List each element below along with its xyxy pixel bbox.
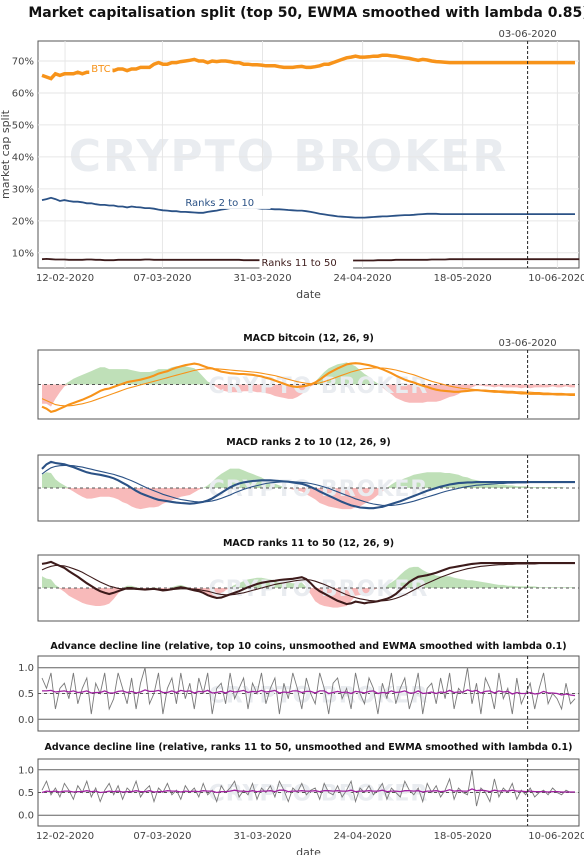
x-tick-label: 12-02-2020 bbox=[36, 273, 94, 284]
series-line bbox=[41, 53, 575, 81]
y-tick-label: 0.0 bbox=[18, 811, 34, 822]
series-label: Ranks 2 to 10 bbox=[185, 198, 254, 209]
x-tick-label: 31-03-2020 bbox=[233, 831, 291, 842]
series-label-bg bbox=[89, 62, 113, 76]
series-line bbox=[41, 788, 575, 794]
panel-3: MACD ranks 2 to 10 (12, 26, 9) CRYPTO BRO… bbox=[37, 437, 580, 522]
y-tick-label: 30% bbox=[12, 184, 34, 195]
x-tick-label: 12-02-2020 bbox=[36, 831, 94, 842]
watermark-small: CRYPTO BROKER bbox=[209, 477, 429, 502]
series-label-bg bbox=[259, 256, 354, 270]
x-axis-label: date bbox=[296, 288, 321, 301]
y-tick-label: 40% bbox=[12, 152, 34, 163]
x-axis-label: date bbox=[296, 846, 321, 855]
series-label: BTC bbox=[91, 64, 110, 75]
macd-line bbox=[41, 560, 575, 606]
date-marker-label: 03-06-2020 bbox=[499, 29, 557, 40]
y-tick-label: 70% bbox=[12, 56, 34, 67]
panel-title: MACD ranks 2 to 10 (12, 26, 9) bbox=[226, 437, 391, 448]
x-tick-label: 31-03-2020 bbox=[233, 273, 291, 284]
y-tick-label: 1.0 bbox=[18, 663, 34, 674]
y-tick-label: 10% bbox=[12, 248, 34, 259]
x-tick-label: 07-03-2020 bbox=[133, 273, 191, 284]
panel-title: MACD ranks 11 to 50 (12, 26, 9) bbox=[223, 538, 394, 549]
panel-6: Advance decline line (relative, ranks 11… bbox=[18, 742, 584, 855]
x-tick-label: 07-03-2020 bbox=[133, 831, 191, 842]
histogram-positive-area bbox=[42, 468, 575, 488]
panel-title: Market capitalisation split (top 50, EWM… bbox=[28, 5, 584, 21]
histogram-negative-area bbox=[42, 488, 575, 510]
panel-1: Market capitalisation split (top 50, EWM… bbox=[0, 5, 584, 301]
x-tick-label: 10-06-2020 bbox=[528, 273, 584, 284]
histogram-negative-area bbox=[42, 588, 575, 608]
signal-line bbox=[41, 464, 575, 506]
series-label-bg bbox=[183, 195, 271, 209]
y-tick-label: 50% bbox=[12, 120, 34, 131]
y-tick-label: 1.0 bbox=[18, 765, 34, 776]
y-tick-label: 20% bbox=[12, 216, 34, 227]
histogram-positive-area bbox=[42, 566, 575, 588]
series-line bbox=[41, 196, 575, 219]
series-line bbox=[42, 689, 576, 697]
y-tick-label: 0.5 bbox=[18, 689, 34, 700]
x-tick-label: 24-04-2020 bbox=[334, 273, 392, 284]
watermark-small: CRYPTO BROKER bbox=[209, 684, 429, 709]
x-tick-label: 24-04-2020 bbox=[334, 831, 392, 842]
y-tick-label: 60% bbox=[12, 88, 34, 99]
y-axis-label: market cap split bbox=[0, 109, 12, 199]
panel-title: Advance decline line (relative, ranks 11… bbox=[44, 742, 572, 753]
macd-line bbox=[41, 460, 575, 510]
panel-5: Advance decline line (relative, top 10 c… bbox=[18, 641, 580, 732]
date-marker-label: 03-06-2020 bbox=[499, 338, 557, 349]
macd-line bbox=[41, 362, 575, 414]
x-tick-label: 10-06-2020 bbox=[528, 831, 584, 842]
panel-title: Advance decline line (relative, top 10 c… bbox=[50, 641, 566, 652]
x-tick-label: 18-05-2020 bbox=[434, 831, 492, 842]
watermark-small: CRYPTO BROKER bbox=[209, 374, 429, 399]
y-tick-label: 0.0 bbox=[18, 715, 34, 726]
panel-4: MACD ranks 11 to 50 (12, 26, 9)CRYPTO BR… bbox=[37, 538, 580, 622]
panel-title: MACD bitcoin (12, 26, 9) bbox=[243, 333, 374, 344]
series-label: Ranks 11 to 50 bbox=[261, 258, 336, 269]
x-tick-label: 18-05-2020 bbox=[434, 273, 492, 284]
panel-2: MACD bitcoin (12, 26, 9) CRYPTO BROKER 03-… bbox=[37, 333, 580, 420]
y-tick-label: 0.5 bbox=[18, 788, 34, 799]
series-line bbox=[41, 667, 576, 715]
